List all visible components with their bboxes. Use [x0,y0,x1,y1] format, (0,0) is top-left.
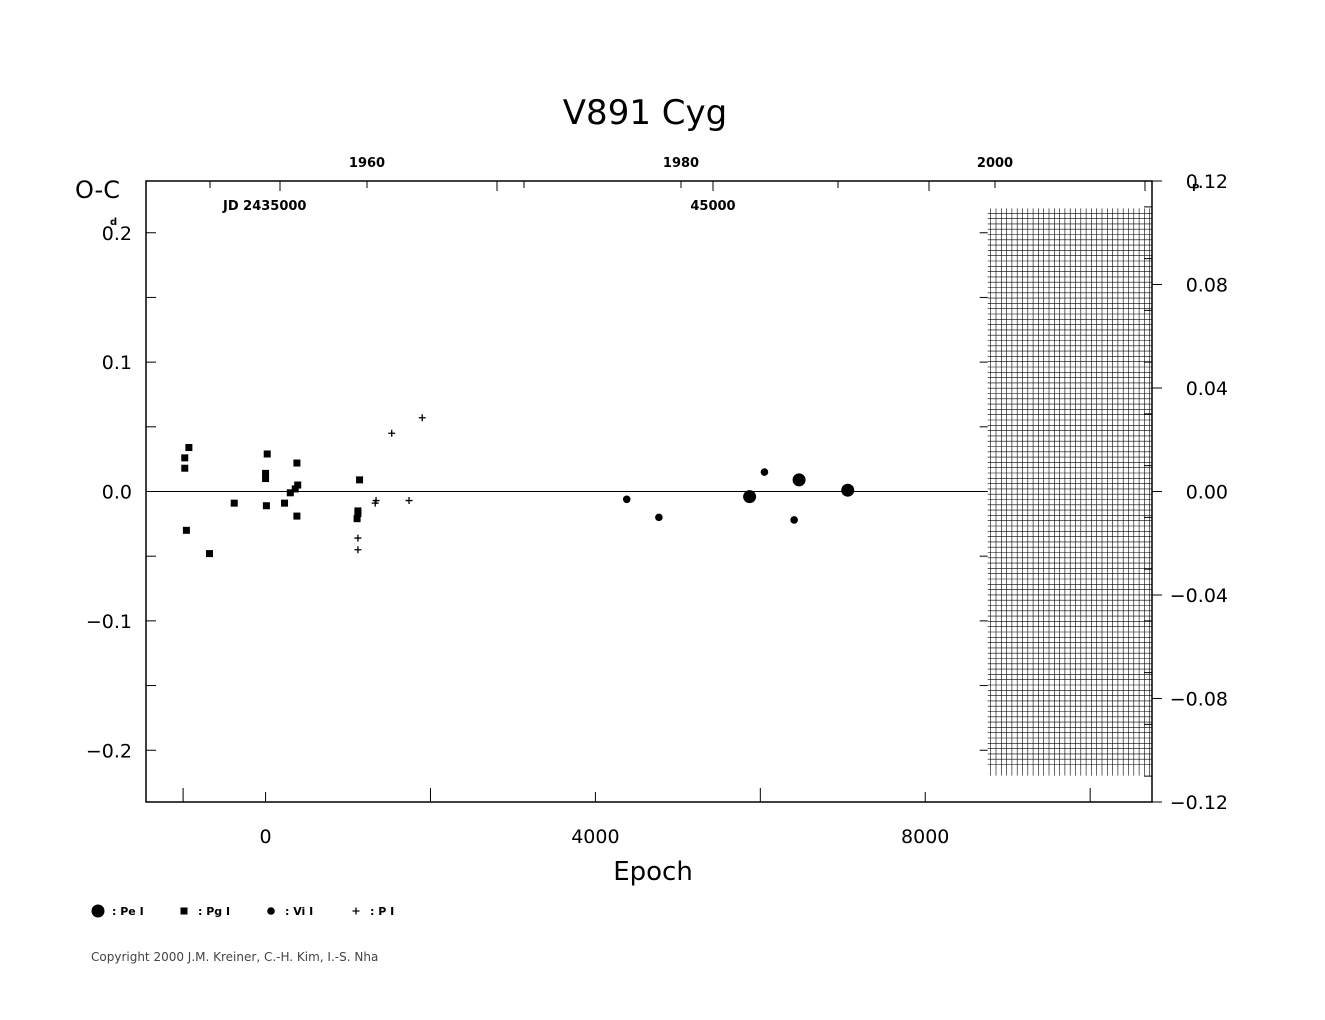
data-points [181,414,855,558]
legend-label: : Pg I [198,905,230,918]
y-tick-label: 0.2 [102,223,132,245]
x-axis-label: Epoch [613,857,693,887]
point-square [262,475,270,483]
right-tick-label: −0.12 [1170,792,1228,814]
point-square [294,481,302,489]
legend-marker-square [180,907,188,915]
year-tick-label: 1960 [349,156,385,171]
point-square [182,526,190,534]
point-plus [405,497,413,505]
point-plus [418,414,426,422]
legend-marker-small-circle [267,907,275,915]
point-small-circle [655,513,663,522]
point-square [185,444,193,452]
right-axis-unit: P [1192,183,1199,194]
point-square [281,499,289,507]
jd-label: JD 2435000 [222,199,306,214]
point-plus [371,499,379,507]
legend-marker-large-circle [91,904,105,918]
point-square [262,502,270,510]
right-tick-label: −0.08 [1170,689,1228,711]
hatched-region [987,208,1152,776]
right-tick-label: 0.08 [1186,275,1228,297]
year-tick-label: 1980 [663,156,699,171]
point-small-circle [760,468,769,476]
copyright: Copyright 2000 J.M. Kreiner, C.-H. Kim, … [91,950,378,964]
axes: −0.2 −0.1 0.0 0.1 0.2 −0.12 −0.08 −0.04 0.00 0.04… [86,156,1228,848]
right-tick-label: 0.12 [1186,171,1228,193]
x-tick-label: 0 [260,826,272,848]
point-square [286,489,294,497]
x-tick-label: 4000 [571,826,619,848]
y-tick-label: 0.0 [102,482,132,504]
point-square [262,469,270,477]
point-large-circle [841,483,855,497]
point-square [354,509,362,517]
point-square [353,515,361,523]
point-square [181,454,189,462]
point-large-circle [792,473,806,487]
y-axis-unit: d [110,217,117,228]
y-tick-label: −0.1 [86,611,132,633]
x-tick-label: 8000 [901,826,949,848]
point-square [293,512,301,520]
hatch-grid [987,208,1152,776]
legend-label: : Vi I [285,905,313,918]
y-tick-label: 0.1 [102,352,132,374]
jd2-label: 45000 [690,199,735,214]
point-square [181,464,189,472]
point-square [356,476,364,484]
year-tick-label: 2000 [977,156,1013,171]
point-square [291,485,299,493]
point-plus [354,546,362,554]
point-plus [388,429,396,437]
y-axis-label: O-C [75,176,120,204]
point-square [263,450,271,458]
point-square [230,499,238,507]
legend-label: : Pe I [112,905,144,918]
point-large-circle [743,490,757,504]
point-small-circle [790,516,798,524]
point-square [293,459,301,467]
right-tick-label: 0.04 [1186,378,1228,400]
legend-marker-plus [352,907,360,915]
y-tick-label: −0.2 [86,740,132,762]
legend: : Pe I : Pg I : Vi I : P I [91,904,394,918]
legend-label: : P I [370,905,394,918]
point-square [205,550,213,558]
right-tick-label: −0.04 [1170,585,1228,607]
right-tick-label: 0.00 [1186,482,1228,504]
point-plus [354,534,362,542]
point-small-circle [622,495,631,504]
chart-title: V891 Cyg [563,93,727,133]
